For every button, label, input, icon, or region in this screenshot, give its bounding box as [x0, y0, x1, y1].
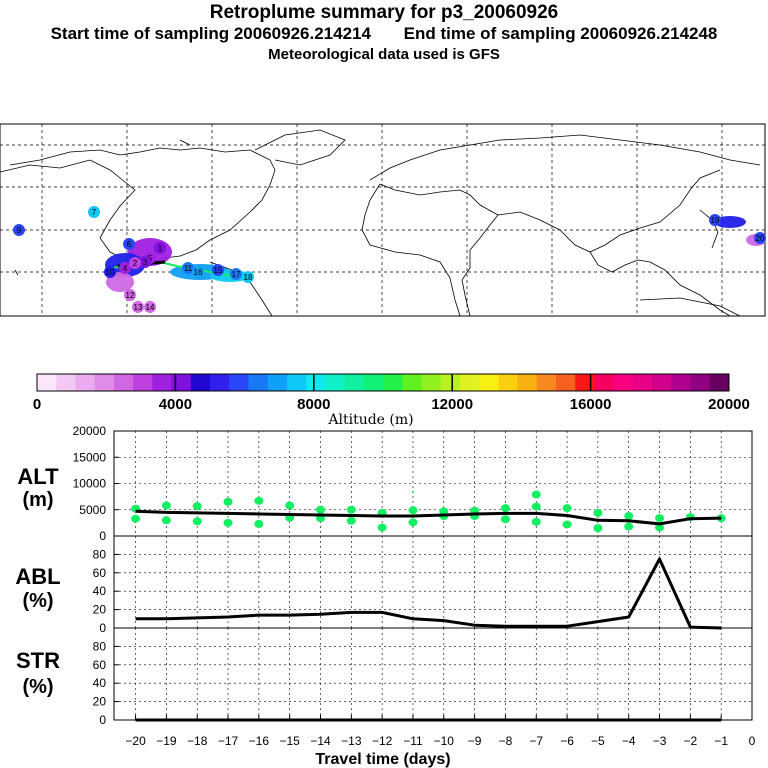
- altitude-point: [254, 496, 264, 505]
- altitude-point: [655, 514, 665, 523]
- x-tick-label: −12: [372, 734, 393, 748]
- altitude-point: [346, 505, 356, 514]
- y-tick-label: 80: [93, 639, 107, 653]
- series-line: [135, 509, 722, 526]
- panel-frame: [113, 535, 753, 629]
- x-tick-label: −4: [622, 734, 636, 748]
- altitude-point: [531, 490, 541, 499]
- altitude-point: [408, 506, 418, 515]
- altitude-point: [655, 523, 665, 532]
- x-tick-label: −17: [218, 734, 239, 748]
- altitude-point: [531, 502, 541, 511]
- y-tick-label: 60: [93, 658, 107, 672]
- x-tick-label: −2: [684, 734, 698, 748]
- series-line: [135, 557, 722, 630]
- panel-frame: [113, 627, 753, 721]
- panel-label: ABL: [15, 564, 60, 589]
- altitude-point: [223, 518, 233, 527]
- x-tick-label: −6: [560, 734, 574, 748]
- x-tick-label: −1: [714, 734, 728, 748]
- x-tick-label: −15: [280, 734, 301, 748]
- panel-unit: (%): [22, 590, 53, 612]
- panel-unit: (%): [22, 676, 53, 698]
- altitude-point: [161, 516, 171, 525]
- altitude-point: [562, 520, 572, 529]
- y-tick-label: 20: [93, 603, 107, 617]
- y-tick-label: 0: [99, 529, 106, 543]
- altitude-point: [624, 512, 634, 521]
- y-tick-label: 40: [93, 676, 107, 690]
- y-tick-label: 15000: [73, 450, 107, 464]
- altitude-point: [500, 515, 510, 524]
- altitude-point: [316, 505, 326, 514]
- altitude-point: [254, 519, 264, 528]
- panel-abl: 0 20 40 60 80 ABL(%): [15, 535, 753, 635]
- altitude-point: [500, 504, 510, 513]
- altitude-point: [192, 517, 202, 526]
- altitude-point: [131, 514, 141, 523]
- y-tick-label: 0: [99, 713, 106, 727]
- met-data-label: Meteorological data used is GFS: [268, 46, 500, 63]
- altitude-point: [624, 522, 634, 531]
- y-tick-label: 60: [93, 566, 107, 580]
- altitude-point: [346, 516, 356, 525]
- panel-str: 0 20 40 60 80 STR (%): [16, 627, 753, 727]
- y-tick-label: 0: [99, 621, 106, 635]
- x-tick-label: −10: [434, 734, 455, 748]
- x-tick-label: −9: [468, 734, 482, 748]
- y-tick-label: 20000: [73, 424, 107, 438]
- altitude-point: [223, 497, 233, 506]
- altitude-point: [531, 517, 541, 526]
- page-title: Retroplume summary for p3_20060926: [209, 2, 559, 23]
- x-tick-label: −16: [249, 734, 270, 748]
- sampling-times: Start time of sampling 20060926.214214 E…: [0, 24, 768, 44]
- x-axis-label: Travel time (days): [315, 751, 450, 768]
- altitude-point: [408, 518, 418, 527]
- y-tick-label: 40: [93, 584, 107, 598]
- altitude-point: [411, 491, 414, 494]
- altitude-point: [562, 504, 572, 513]
- panel-label: ALT: [17, 464, 59, 489]
- end-time-label: End time of sampling 20060926.214248: [403, 24, 718, 43]
- panel-unit: (m): [22, 489, 53, 511]
- y-tick-label: 5000: [79, 503, 106, 517]
- y-tick-label: 10000: [73, 477, 107, 491]
- panel-label: STR: [16, 648, 60, 673]
- x-tick-label: −7: [529, 734, 543, 748]
- altitude-point: [161, 501, 171, 510]
- altitude-point: [593, 508, 603, 517]
- y-tick-label: 20: [93, 695, 107, 709]
- x-tick-label: −8: [499, 734, 513, 748]
- altitude-point: [192, 502, 202, 511]
- altitude-point: [285, 501, 295, 510]
- y-tick-label: 80: [93, 547, 107, 561]
- x-tick-label: −20: [125, 734, 146, 748]
- altitude-point: [593, 524, 603, 533]
- x-tick-label: −5: [591, 734, 605, 748]
- x-tick-label: −3: [653, 734, 667, 748]
- x-tick-label: −18: [187, 734, 208, 748]
- start-time-label: Start time of sampling 20060926.214214: [50, 24, 371, 43]
- x-tick-label: −13: [341, 734, 362, 748]
- altitude-point: [377, 523, 387, 532]
- x-tick-label: −19: [156, 734, 177, 748]
- x-tick-label: −11: [403, 734, 423, 748]
- x-tick-label: 0: [749, 734, 756, 748]
- panel-alt: 0 5000 10000 15000 20000 ALT(m): [17, 424, 753, 543]
- x-tick-label: −14: [310, 734, 331, 748]
